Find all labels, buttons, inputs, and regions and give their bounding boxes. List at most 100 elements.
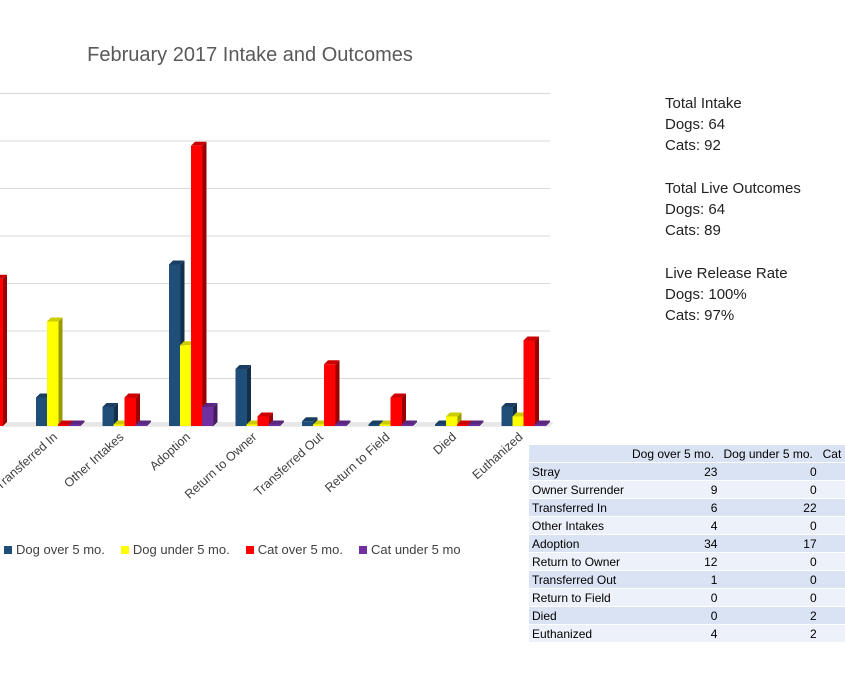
table-cell-label: Other Intakes (529, 517, 629, 534)
bar-euthanized-s1 (512, 416, 524, 426)
live-outcomes-group: Total Live Outcomes Dogs: 64 Cats: 89 (665, 178, 801, 241)
table-row: Other Intakes 4 0 (529, 517, 845, 534)
bar-transferred-out-s3-side (346, 420, 351, 426)
bar-stray-cat-over-top (0, 274, 7, 279)
bar-adoption-s2-top (191, 141, 207, 146)
bar-adoption-s2 (191, 145, 203, 426)
legend-label: Dog over 5 mo. (16, 542, 105, 557)
bar-return-to-field-s2-top (390, 393, 406, 398)
bar-return-to-owner-s0-top (235, 365, 251, 369)
bar-return-to-owner-s0 (235, 369, 247, 426)
bar-transferred-in-s1-side (58, 317, 63, 426)
bar-euthanized-s3 (534, 424, 546, 426)
bar-transferred-out-s0 (302, 421, 314, 426)
table-cell: 4 (629, 517, 721, 534)
bar-return-to-field-s3-top (401, 420, 417, 425)
bar-adoption-s0 (169, 264, 181, 426)
x-tick-label: Transferred Out (251, 429, 326, 498)
release-rate-cats: Cats: 97% (665, 307, 735, 324)
table-cell: 0 (629, 607, 721, 624)
bar-died-s3-side (479, 420, 484, 426)
bar-transferred-in-s1 (47, 321, 59, 426)
total-intake-heading: Total Intake (665, 95, 742, 112)
table-cell: 0 (720, 481, 820, 498)
bar-transferred-out-s0-top (302, 417, 318, 422)
bar-return-to-owner-s0-side (247, 365, 251, 426)
table-header-row: Dog over 5 mo. Dog under 5 mo. Cat (529, 445, 845, 462)
bar-return-to-field-s2 (390, 397, 402, 426)
bar-other-intakes-s0-side (114, 403, 118, 426)
bar-return-to-field-s0-top (368, 420, 384, 425)
data-table: Dog over 5 mo. Dog under 5 mo. Cat Stray… (529, 444, 845, 643)
bar-return-to-field-s0 (368, 424, 380, 426)
x-tick-label: Died (431, 430, 460, 458)
live-outcomes-heading: Total Live Outcomes (665, 180, 801, 197)
table-cell (819, 517, 845, 534)
table-cell: 2 (720, 625, 820, 642)
table-cell-label: Transferred In (529, 499, 629, 516)
live-outcomes-cats: Cats: 89 (665, 222, 721, 239)
bar-died-s3-top (468, 420, 484, 425)
legend-label: Cat over 5 mo. (257, 542, 343, 557)
table-cell: 0 (720, 463, 820, 480)
bar-euthanized-s3-top (534, 420, 550, 425)
legend-item-cat-under: Cat under 5 mo (358, 542, 461, 557)
bar-other-intakes-s2-side (136, 393, 140, 426)
table-cell: 0 (720, 517, 820, 534)
table-cell: 17 (720, 535, 820, 552)
table-cell-label: Owner Surrender (529, 481, 629, 498)
table-cell-label: Transferred Out (529, 571, 629, 588)
bar-return-to-owner-s1 (246, 424, 258, 426)
bar-died-s1-top (446, 412, 462, 417)
bar-other-intakes-s0-top (102, 403, 118, 407)
table-cell-label: Adoption (529, 535, 629, 552)
bar-died-s2-top (457, 420, 473, 425)
table-cell (819, 607, 845, 624)
bar-transferred-in-s3-side (80, 420, 85, 426)
table-row: Euthanized 4 2 (529, 625, 845, 642)
legend-swatch (120, 545, 129, 554)
bar-adoption-s3-side (213, 403, 218, 426)
bar-other-intakes-s2-top (124, 393, 140, 398)
legend-swatch (4, 545, 12, 554)
table-cell (819, 463, 845, 480)
chart-title: February 2017 Intake and Outcomes (87, 44, 413, 66)
table-row: Owner Surrender 9 0 (529, 481, 845, 498)
bar-stray-cat-over-side (3, 274, 7, 426)
bar-adoption-s1 (180, 345, 192, 426)
table-cell (819, 553, 845, 570)
bar-transferred-out-s3 (335, 424, 347, 426)
table-cell: 6 (629, 499, 721, 516)
bar-adoption-s3-top (202, 403, 218, 407)
table-header-cell: Dog over 5 mo. (629, 445, 721, 462)
bar-other-intakes-s2 (124, 397, 136, 426)
table-cell: 0 (720, 589, 820, 606)
bar-other-intakes-s0 (102, 407, 114, 426)
bar-died-s1 (446, 416, 458, 426)
x-tick-label: Transferred In (0, 430, 60, 493)
x-tick-label: Return to Owner (182, 430, 260, 502)
bar-transferred-in-s1-top (47, 317, 63, 322)
x-tick-label: Other Intakes (61, 430, 126, 491)
bar-return-to-field-s2-side (402, 393, 406, 426)
table-header-cell: Cat (819, 445, 845, 462)
bar-return-to-field-s3 (401, 424, 413, 426)
table-cell: 2 (720, 607, 820, 624)
table-row: Transferred Out 1 0 (529, 571, 845, 588)
bar-died-s0 (435, 424, 447, 426)
bar-transferred-out-s3-top (335, 420, 351, 425)
bar-euthanized-s2 (523, 340, 535, 426)
bar-other-intakes-s3 (135, 424, 147, 426)
legend-item-cat-over: Cat over 5 mo. (245, 542, 343, 557)
bar-transferred-out-s2-top (324, 360, 340, 365)
legend-label: Cat under 5 mo (370, 542, 461, 557)
legend-label: Dog under 5 mo. (132, 542, 230, 557)
table-cell: 9 (629, 481, 721, 498)
bar-transferred-in-s0 (36, 397, 48, 426)
x-tick-label: Adoption (147, 430, 193, 473)
table-cell: 1 (629, 571, 721, 588)
release-rate-dogs: Dogs: 100% (665, 286, 747, 303)
bar-transferred-out-s2-side (335, 360, 340, 426)
table-cell: 22 (720, 499, 820, 516)
bar-return-to-field-s3-side (413, 420, 417, 426)
